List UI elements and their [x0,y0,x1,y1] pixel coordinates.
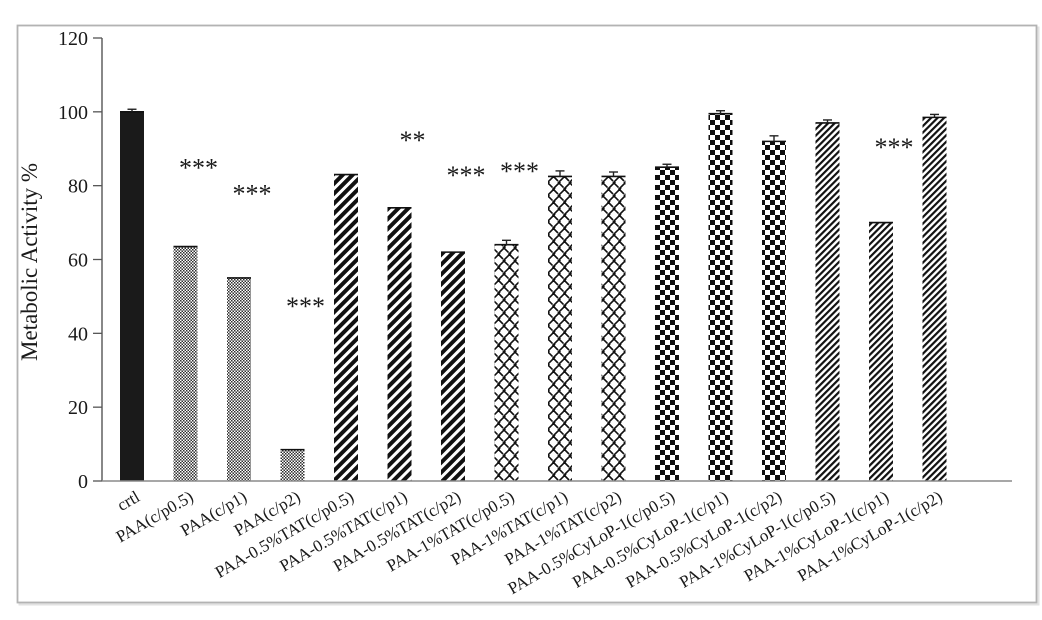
y-axis-title: Metabolic Activity % [17,163,42,361]
y-tick-label: 60 [68,250,88,272]
significance-marker: *** [286,292,325,321]
significance-marker: *** [447,161,486,190]
bar-thin-diagonal [815,122,840,482]
significance-markers: ************** ****** [179,126,914,321]
bar-heavy-diagonal [387,207,412,482]
bar-checkerboard [655,167,679,482]
significance-marker: *** [875,133,914,162]
bar-stipple [280,449,305,481]
bar-heavy-diagonal [441,252,465,481]
y-tick-label: 100 [58,102,88,124]
error-bars [127,108,939,245]
bar-heavy-diagonal [334,174,358,481]
significance-marker: *** [179,154,218,183]
bar-shingle [494,244,519,481]
bars [120,111,947,482]
axes [93,37,1012,482]
significance-marker: *** [500,157,539,186]
bar-thin-diagonal [869,222,893,482]
bar-solid [120,111,144,481]
bar-checkerboard [762,141,786,481]
significance-marker: *** [233,179,272,208]
bar-thin-diagonal [922,117,947,481]
bar-shingle [601,176,626,481]
bar-stipple [227,277,251,481]
x-category-labels: crtlPAA(c/p0.5)PAA(c/p1)PAA(c/p2)PAA-0.5… [113,487,946,598]
bar-checkerboard [708,113,733,481]
significance-marker: ** [400,126,426,155]
y-tick-label: 40 [68,323,88,345]
bar-shingle [548,176,572,481]
y-tick-label: 80 [68,176,88,198]
y-tick-label: 20 [68,397,88,419]
y-tick-labels: 0 20 40 60 80 100 120 [58,28,88,493]
y-tick-label: 120 [58,28,88,50]
bar-stipple [173,246,198,481]
y-tick-label: 0 [78,471,88,493]
